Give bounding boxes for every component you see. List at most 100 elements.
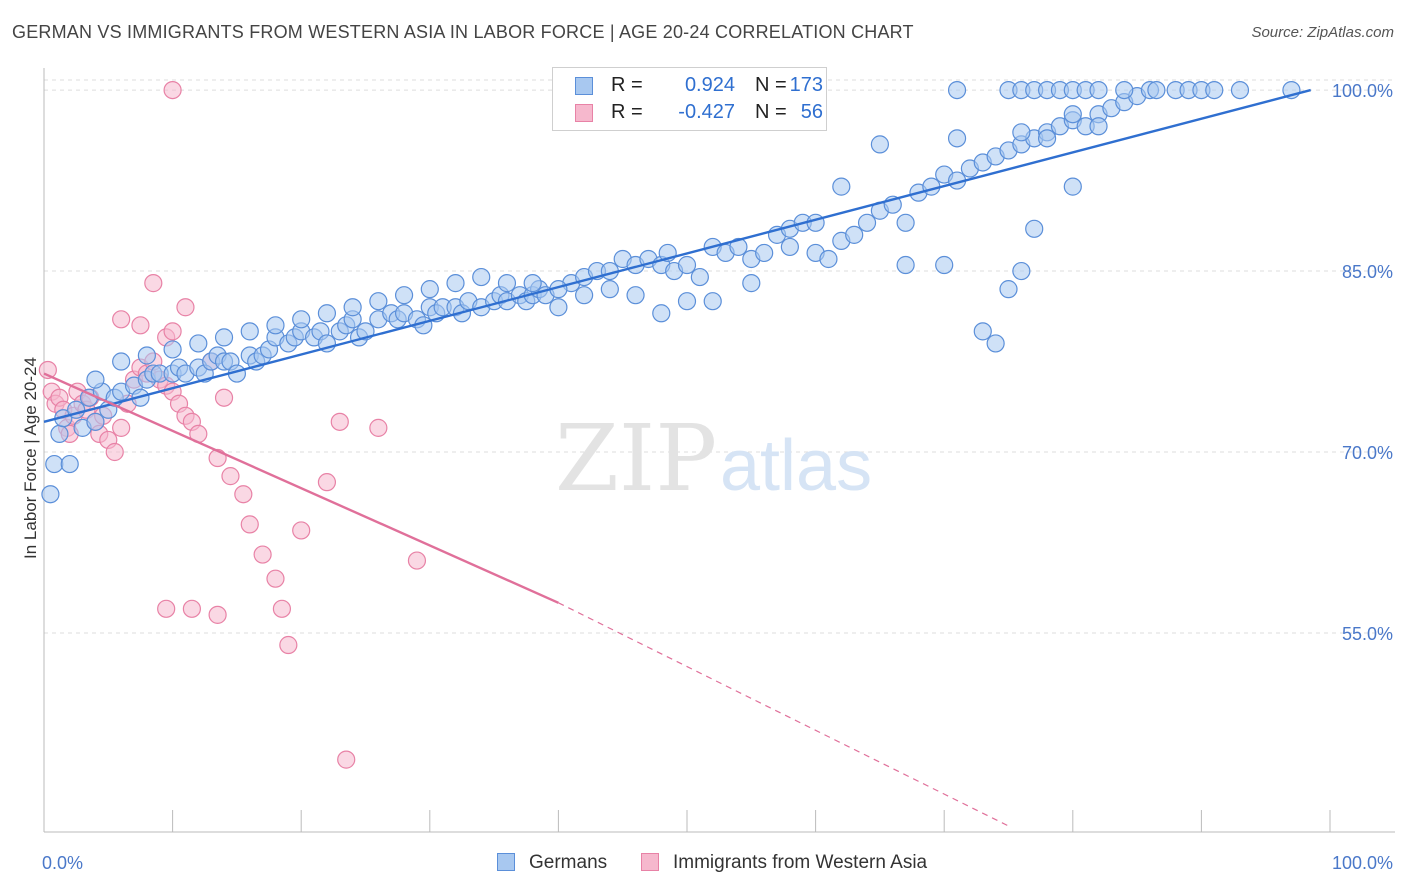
point-immigrants bbox=[163, 322, 182, 341]
point-immigrants bbox=[337, 750, 356, 769]
point-germans bbox=[420, 280, 439, 299]
tick-labels: 55.0% 70.0% 85.0% 100.0% 0.0% 100.0% bbox=[42, 81, 1393, 873]
point-germans bbox=[45, 454, 64, 474]
point-germans bbox=[870, 135, 890, 154]
point-germans bbox=[60, 454, 79, 474]
legend-r-value: 0.924 bbox=[684, 74, 735, 96]
point-germans bbox=[240, 322, 259, 341]
legend-swatch-pink bbox=[641, 853, 659, 871]
y-tick-label: 55.0% bbox=[1342, 624, 1393, 644]
point-germans bbox=[112, 352, 131, 371]
point-germans bbox=[742, 274, 761, 293]
point-germans bbox=[1115, 80, 1134, 100]
point-germans bbox=[986, 334, 1005, 353]
x-tick-label: 0.0% bbox=[42, 853, 83, 873]
point-germans bbox=[1012, 123, 1031, 142]
point-germans bbox=[935, 255, 954, 275]
point-germans bbox=[369, 292, 388, 311]
point-germans bbox=[163, 340, 182, 359]
point-germans bbox=[317, 304, 337, 323]
point-immigrants bbox=[131, 316, 150, 335]
bottom-legend-immigrants: Immigrants from Western Asia bbox=[641, 852, 927, 874]
series-germans bbox=[41, 80, 1301, 504]
point-germans bbox=[922, 177, 941, 196]
legend-n-label: N = bbox=[755, 74, 787, 96]
trend-line-immigrants-extension bbox=[558, 602, 1009, 827]
point-germans bbox=[703, 292, 722, 311]
legend-swatch-blue bbox=[497, 853, 515, 871]
point-germans bbox=[41, 485, 60, 504]
legend-swatch-pink bbox=[575, 104, 593, 122]
point-immigrants bbox=[234, 485, 253, 504]
point-germans bbox=[266, 316, 285, 335]
point-germans bbox=[857, 213, 877, 232]
point-germans bbox=[677, 292, 697, 311]
point-germans bbox=[86, 370, 105, 389]
point-immigrants bbox=[266, 569, 285, 588]
point-germans bbox=[1089, 80, 1108, 100]
legend-n-value: 56 bbox=[800, 101, 823, 123]
trend-lines bbox=[43, 88, 1312, 827]
point-immigrants bbox=[214, 388, 234, 407]
point-germans bbox=[1147, 80, 1166, 100]
watermark: ZIP atlas bbox=[555, 405, 872, 512]
point-germans bbox=[600, 280, 619, 299]
point-germans bbox=[1025, 219, 1044, 238]
point-immigrants bbox=[112, 310, 131, 329]
point-germans bbox=[896, 213, 915, 232]
point-germans bbox=[755, 243, 774, 263]
point-germans bbox=[626, 286, 645, 305]
point-germans bbox=[1205, 80, 1224, 100]
axis-layer bbox=[43, 68, 1395, 833]
point-germans bbox=[999, 280, 1018, 299]
point-germans bbox=[343, 298, 362, 317]
point-immigrants bbox=[317, 473, 337, 492]
legend-r-label: R = bbox=[611, 101, 643, 123]
trend-line-immigrants bbox=[43, 372, 559, 604]
point-immigrants bbox=[208, 605, 227, 624]
legend-r-label: R = bbox=[611, 74, 643, 96]
chart-title: GERMAN VS IMMIGRANTS FROM WESTERN ASIA I… bbox=[12, 22, 914, 42]
legend-label-immigrants: Immigrants from Western Asia bbox=[673, 852, 928, 873]
point-germans bbox=[1063, 105, 1082, 124]
point-germans bbox=[575, 286, 594, 305]
point-germans bbox=[1230, 80, 1250, 100]
point-germans bbox=[292, 310, 311, 329]
point-germans bbox=[1063, 177, 1082, 196]
y-tick-label: 70.0% bbox=[1342, 443, 1393, 463]
point-germans bbox=[446, 274, 465, 293]
point-immigrants bbox=[144, 274, 163, 293]
point-immigrants bbox=[163, 80, 182, 100]
point-immigrants bbox=[407, 551, 427, 570]
watermark-zip: ZIP bbox=[555, 405, 717, 512]
point-immigrants bbox=[182, 599, 201, 618]
source-label: Source: ZipAtlas.com bbox=[1251, 24, 1394, 41]
point-immigrants bbox=[279, 635, 298, 655]
point-germans bbox=[896, 255, 915, 275]
point-germans bbox=[497, 274, 517, 293]
point-immigrants bbox=[176, 298, 195, 317]
legend-label-germans: Germans bbox=[529, 852, 608, 873]
point-germans bbox=[947, 80, 967, 100]
point-germans bbox=[677, 255, 697, 275]
point-germans bbox=[86, 412, 105, 431]
point-immigrants bbox=[38, 360, 57, 380]
point-germans bbox=[214, 328, 234, 347]
legend-swatch-blue bbox=[575, 77, 593, 95]
point-germans bbox=[729, 237, 748, 257]
point-germans bbox=[50, 424, 69, 444]
y-tick-label: 100.0% bbox=[1332, 81, 1393, 101]
point-germans bbox=[1012, 261, 1031, 281]
point-immigrants bbox=[112, 418, 131, 437]
point-immigrants bbox=[105, 442, 124, 462]
point-germans bbox=[690, 267, 709, 287]
point-germans bbox=[652, 304, 671, 323]
point-germans bbox=[1089, 117, 1108, 136]
x-tick-label: 100.0% bbox=[1332, 853, 1393, 873]
legend-box: R = 0.924 N = 173 R = -0.427 N = 56 bbox=[552, 67, 827, 131]
point-germans bbox=[819, 249, 838, 269]
point-germans bbox=[780, 237, 799, 257]
legend-n-label: N = bbox=[755, 101, 787, 123]
point-germans bbox=[472, 267, 491, 287]
